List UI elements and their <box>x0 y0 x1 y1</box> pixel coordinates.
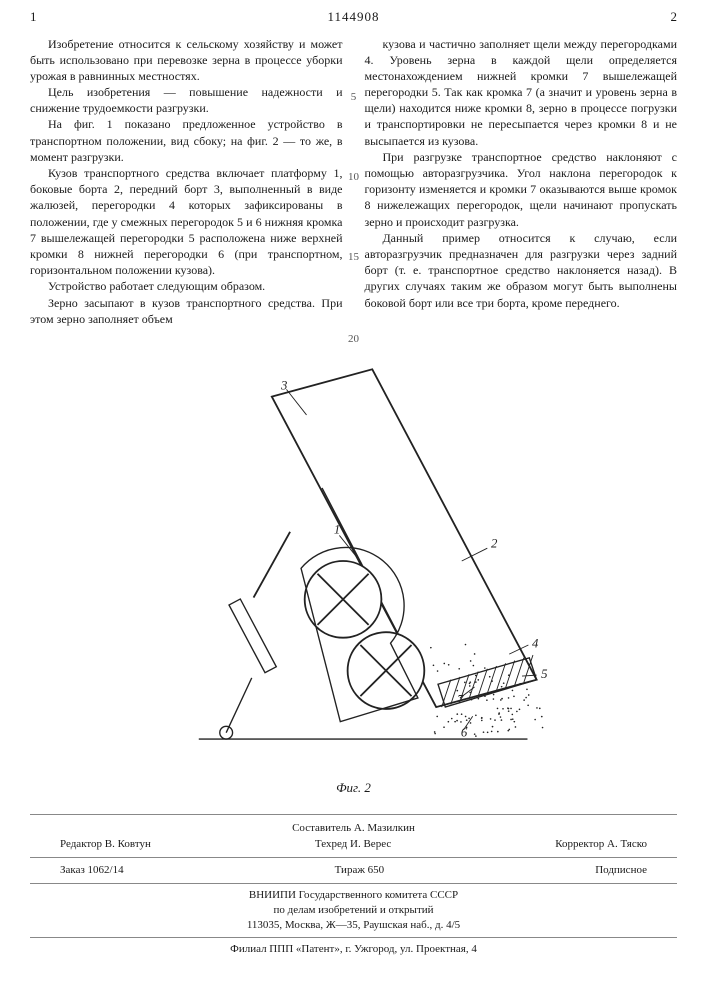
para-3: На фиг. 1 показано предложенное устройст… <box>30 116 343 165</box>
figure-2: 3 2 1 4 5 7 6 Фиг. 2 <box>30 341 677 797</box>
comp: Составитель А. Мазилкин <box>30 821 677 836</box>
para-2: Цель изобретения — повышение надежности … <box>30 84 343 116</box>
document-number: 1144908 <box>110 8 597 26</box>
line-number: 15 <box>348 250 359 265</box>
order: Заказ 1062/14 <box>60 863 124 878</box>
svg-text:5: 5 <box>541 667 547 681</box>
svg-text:1: 1 <box>333 523 339 537</box>
line-number: 5 <box>351 90 357 105</box>
imprint-footer: Составитель А. Мазилкин Редактор В. Ковт… <box>30 814 677 956</box>
org2: по делам изобретений и открытий <box>30 903 677 918</box>
corr: Корректор А. Тяско <box>555 837 647 852</box>
line-number: 20 <box>348 332 359 347</box>
page-number-left: 1 <box>30 8 110 26</box>
addr2: Филиал ППП «Патент», г. Ужгород, ул. Про… <box>30 942 677 957</box>
svg-text:7: 7 <box>457 692 464 706</box>
sign: Подписное <box>595 863 647 878</box>
tech: Техред И. Верес <box>315 837 391 852</box>
svg-text:4: 4 <box>532 637 539 651</box>
para-8: При разгрузке транспортное средство накл… <box>365 149 678 230</box>
para-7: кузова и частично заполняет щели между п… <box>365 36 678 149</box>
line-number: 10 <box>348 170 359 185</box>
addr1: 113035, Москва, Ж—35, Раушская наб., д. … <box>30 918 677 933</box>
page-header: 1 1144908 2 <box>30 0 677 30</box>
editor: Редактор В. Ковтун <box>60 837 151 852</box>
tirazh: Тираж 650 <box>335 863 385 878</box>
para-4: Кузов транспортного средства включает пл… <box>30 165 343 278</box>
svg-text:3: 3 <box>279 378 286 392</box>
page-number-right: 2 <box>597 8 677 26</box>
para-1: Изобретение относится к сельскому хозяйс… <box>30 36 343 85</box>
svg-text:6: 6 <box>460 725 467 739</box>
figure-svg: 3 2 1 4 5 7 6 <box>144 341 564 781</box>
para-9: Данный пример относится к случаю, если а… <box>365 230 678 311</box>
figure-caption: Фиг. 2 <box>30 779 677 797</box>
org1: ВНИИПИ Государственного комитета СССР <box>30 888 677 903</box>
para-5: Устройство работает следующим образом. <box>30 278 343 294</box>
para-6: Зерно засыпают в кузов транспортного сре… <box>30 295 343 327</box>
svg-text:2: 2 <box>490 536 497 550</box>
